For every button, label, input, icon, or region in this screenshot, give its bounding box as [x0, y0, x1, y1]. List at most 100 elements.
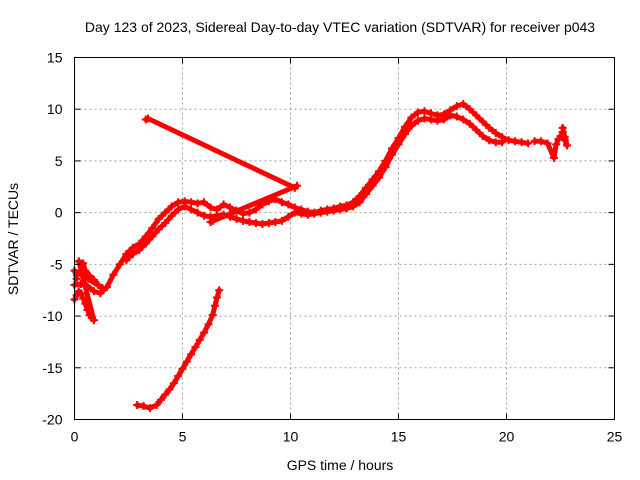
data-point — [560, 133, 569, 142]
data-point — [517, 138, 526, 147]
data-point — [115, 260, 124, 269]
data-point — [174, 205, 183, 214]
data-point — [79, 294, 88, 303]
data-point — [407, 121, 416, 130]
data-point — [193, 208, 202, 217]
data-point — [182, 357, 191, 366]
data-point — [187, 205, 196, 214]
series-trace — [72, 101, 531, 296]
series-arc-lower-rising — [133, 286, 224, 413]
data-point — [552, 140, 561, 149]
data-point — [135, 245, 144, 254]
data-point — [195, 335, 204, 344]
data-point — [472, 111, 481, 120]
data-point — [426, 115, 435, 124]
data-point — [537, 137, 546, 146]
data-point — [148, 232, 157, 241]
data-point — [303, 210, 312, 219]
data-point — [76, 289, 85, 298]
data-point — [89, 316, 98, 325]
x-tick-label: 0 — [71, 429, 79, 445]
data-point — [187, 350, 196, 359]
chart-title: Day 123 of 2023, Sidereal Day-to-day VTE… — [85, 19, 595, 35]
data-point — [284, 200, 293, 209]
data-point — [368, 181, 377, 190]
data-point — [329, 206, 338, 215]
data-point — [89, 287, 98, 296]
series-arc-main-upper — [70, 100, 533, 298]
data-point — [200, 328, 209, 337]
data-point — [465, 105, 474, 114]
data-point — [459, 100, 468, 109]
data-point — [556, 132, 565, 141]
data-point — [400, 130, 409, 139]
data-point — [154, 225, 163, 234]
data-point — [472, 125, 481, 134]
data-point — [178, 364, 187, 373]
data-point — [543, 139, 552, 148]
data-point — [165, 385, 174, 394]
data-point — [349, 202, 358, 211]
x-tick-label: 15 — [391, 429, 407, 445]
data-point — [284, 212, 293, 221]
y-tick-label: -10 — [42, 308, 62, 324]
data-point — [152, 401, 161, 410]
y-tick-label: 10 — [47, 101, 63, 117]
data-point — [98, 284, 107, 293]
data-point — [206, 203, 215, 212]
y-tick-label: -15 — [42, 360, 62, 376]
y-axis-label: SDTVAR / TECUs — [5, 183, 21, 295]
data-point — [83, 305, 92, 314]
data-point — [122, 256, 131, 265]
data-point — [439, 115, 448, 124]
data-point — [245, 208, 254, 217]
x-tick-label: 10 — [283, 429, 299, 445]
y-tick-label: 5 — [55, 153, 63, 169]
data-point — [485, 123, 494, 132]
data-point — [167, 202, 176, 211]
data-point — [420, 114, 429, 123]
data-point — [485, 136, 494, 145]
x-tick-label: 20 — [499, 429, 515, 445]
data-point — [459, 115, 468, 124]
data-point — [245, 217, 254, 226]
data-point — [213, 293, 222, 302]
data-point — [85, 271, 94, 280]
data-point — [187, 198, 196, 207]
data-point — [128, 250, 137, 259]
data-point — [251, 218, 260, 227]
data-point — [355, 198, 364, 207]
data-point — [210, 301, 219, 310]
data-point — [271, 217, 280, 226]
data-point — [174, 372, 183, 381]
data-point — [156, 395, 165, 404]
data-point — [407, 113, 416, 122]
data-point — [511, 137, 520, 146]
data-point — [200, 211, 209, 220]
data-point — [558, 123, 567, 132]
series-arc-main-lower — [122, 111, 507, 265]
data-point — [193, 199, 202, 208]
data-point — [277, 216, 286, 225]
data-point — [316, 208, 325, 217]
data-point — [215, 286, 224, 295]
data-point — [94, 281, 103, 290]
data-point — [452, 112, 461, 121]
data-point — [388, 150, 397, 159]
x-tick-labels: 0 5 10 15 20 25 — [71, 429, 623, 445]
data-point — [169, 379, 178, 388]
data-point — [226, 203, 235, 212]
data-point — [219, 200, 228, 209]
data-point — [148, 224, 157, 233]
data-point — [394, 140, 403, 149]
data-point — [208, 311, 217, 320]
series-isolated — [141, 114, 301, 226]
series-arc-early-spur — [70, 257, 107, 325]
data-point — [362, 190, 371, 199]
grid-layer — [74, 57, 615, 420]
x-tick-label: 25 — [607, 429, 623, 445]
data-point — [161, 208, 170, 217]
ticks-layer — [74, 57, 615, 420]
data-point — [310, 209, 319, 218]
data-point — [72, 291, 81, 300]
